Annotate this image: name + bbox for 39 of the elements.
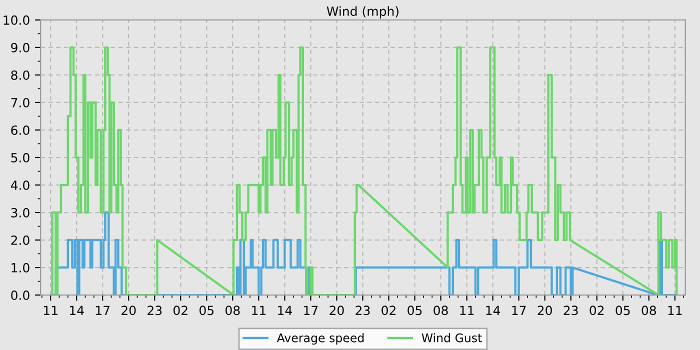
x-tick-label: 14 — [486, 306, 500, 315]
y-tick-label: 9.0 — [11, 42, 30, 52]
x-tick-label: 11 — [460, 306, 474, 315]
y-tick-label: 1.0 — [12, 263, 30, 272]
x-tick-label: 08 — [226, 306, 240, 316]
legend-label: Average speed — [276, 333, 364, 345]
x-tick-label: 11 — [252, 306, 266, 315]
x-tick-label: 17 — [304, 306, 318, 315]
x-tick-label: 23 — [356, 306, 370, 316]
y-tick-label: 6.0 — [11, 125, 30, 135]
x-tick-label: 05 — [408, 306, 422, 316]
y-tick-label: 2.0 — [11, 236, 30, 245]
chart-title: Wind (mph) — [326, 6, 398, 18]
y-tick-label: 7.0 — [11, 98, 30, 108]
y-tick-label: 4.0 — [10, 180, 30, 190]
x-tick-label: 05 — [200, 306, 214, 316]
x-tick-label: 23 — [148, 306, 162, 316]
legend-label: Wind Gust — [422, 333, 482, 342]
x-tick-label: 20 — [122, 306, 136, 316]
x-tick-label: 20 — [538, 306, 552, 316]
x-tick-label: 08 — [434, 306, 448, 316]
x-tick-label: 14 — [70, 306, 84, 315]
y-tick-label: 3.0 — [11, 208, 30, 218]
x-tick-label: 02 — [174, 306, 188, 316]
x-tick-label: 14 — [278, 306, 292, 315]
x-tick-label: 02 — [590, 306, 604, 316]
x-tick-label: 17 — [512, 306, 526, 315]
y-tick-label: 0.0 — [11, 290, 30, 300]
x-tick-label: 11 — [668, 306, 682, 315]
x-tick-label: 23 — [564, 306, 578, 316]
x-tick-label: 05 — [616, 306, 630, 316]
y-tick-label: 8.0 — [11, 70, 30, 80]
y-tick-label: 5.0 — [11, 152, 30, 162]
x-tick-label: 20 — [330, 306, 344, 316]
x-tick-label: 08 — [642, 306, 656, 316]
x-tick-label: 11 — [44, 306, 58, 315]
y-tick-label: 10.0 — [4, 15, 30, 25]
x-tick-label: 02 — [382, 306, 396, 316]
x-tick-label: 17 — [96, 306, 110, 315]
